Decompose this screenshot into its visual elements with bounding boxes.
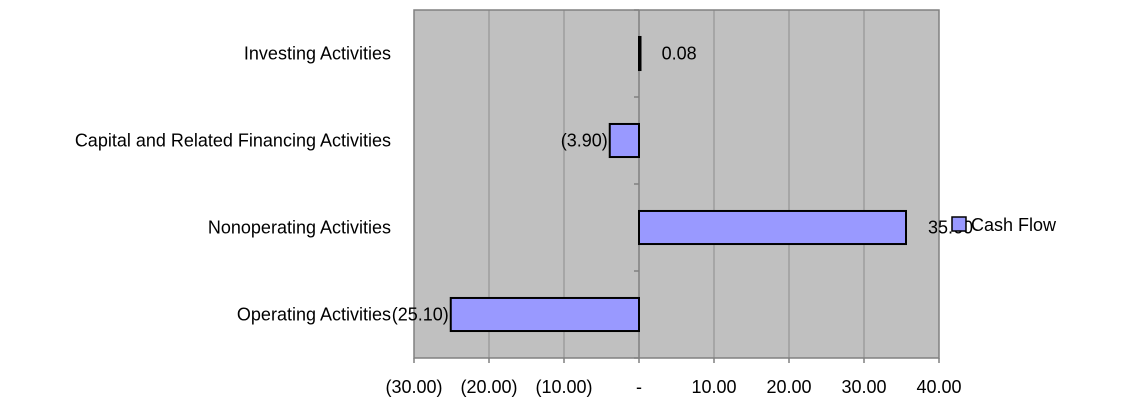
x-tick-label-0: (30.00) [385, 377, 442, 397]
plot-border [413, 9, 940, 359]
legend-swatch [951, 216, 967, 232]
bar-3 [449, 296, 640, 333]
category-label-3: Operating Activities [237, 305, 391, 325]
x-tick-label-5: 20.00 [766, 377, 811, 397]
x-tick-label-1: (20.00) [460, 377, 517, 397]
data-label-3: (25.10) [392, 305, 449, 325]
x-tick-label-7: 40.00 [916, 377, 961, 397]
bar-2 [638, 209, 907, 246]
bar-1 [608, 122, 640, 159]
category-label-1: Capital and Related Financing Activities [75, 131, 391, 151]
category-label-2: Nonoperating Activities [208, 218, 391, 238]
legend-label: Cash Flow [971, 215, 1057, 235]
x-tick-label-6: 30.00 [841, 377, 886, 397]
category-label-0: Investing Activities [244, 44, 391, 64]
data-label-1: (3.90) [561, 131, 608, 151]
bar-0 [638, 35, 642, 72]
x-tick-label-3: - [636, 377, 642, 397]
x-tick-label-4: 10.00 [691, 377, 736, 397]
data-label-0: 0.08 [662, 44, 697, 64]
x-tick-label-2: (10.00) [535, 377, 592, 397]
